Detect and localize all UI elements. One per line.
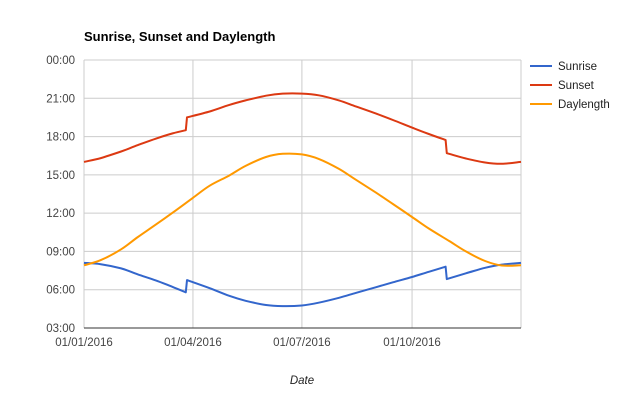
x-tick-label: 01/07/2016 [273, 337, 331, 349]
chart-title: Sunrise, Sunset and Daylength [84, 29, 275, 44]
series-line-sunset [83, 92, 522, 165]
series-lines [83, 92, 522, 308]
x-axis-title: Date [290, 375, 314, 387]
x-tick-label: 01/01/2016 [55, 337, 113, 349]
x-tick-label: 01/10/2016 [383, 337, 441, 349]
legend-label-sunset: Sunset [558, 80, 595, 92]
legend-label-sunrise: Sunrise [558, 61, 597, 73]
y-tick-label: 18:00 [46, 132, 75, 144]
y-tick-label: 21:00 [46, 93, 75, 105]
gridlines [83, 59, 522, 329]
y-axis-ticks: 03:00 06:00 09:00 12:00 15:00 18:00 21:00 00:00 [46, 55, 75, 335]
y-tick-label: 06:00 [46, 285, 75, 297]
y-tick-label: 09:00 [46, 246, 75, 258]
y-tick-label: 00:00 [46, 55, 75, 67]
x-tick-label: 01/04/2016 [164, 337, 222, 349]
legend-label-daylength: Daylength [558, 99, 610, 111]
y-tick-label: 12:00 [46, 208, 75, 220]
series-line-daylength [83, 152, 522, 267]
y-tick-label: 03:00 [46, 323, 75, 335]
y-tick-label: 15:00 [46, 170, 75, 182]
legend: Sunrise Sunset Daylength [530, 61, 610, 111]
x-axis-ticks: 01/01/2016 01/04/2016 01/07/2016 01/10/2016 [55, 337, 441, 349]
series-line-sunrise [83, 261, 522, 308]
